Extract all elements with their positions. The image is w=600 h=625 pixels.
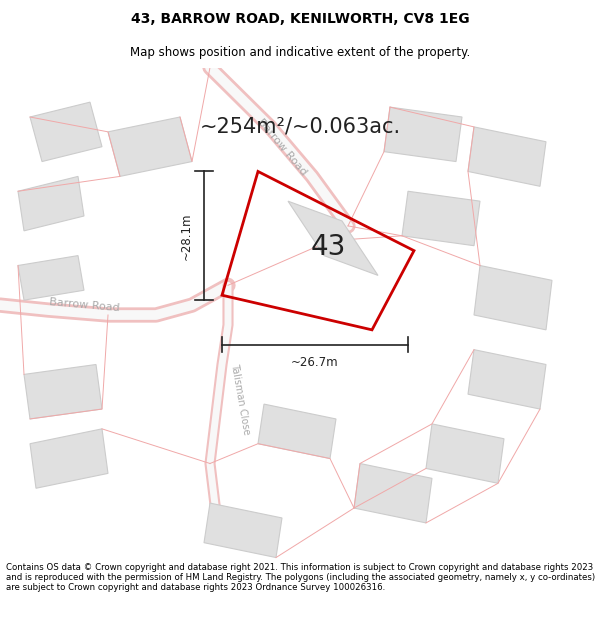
Polygon shape	[258, 404, 336, 459]
Text: ~254m²/~0.063ac.: ~254m²/~0.063ac.	[199, 117, 401, 137]
Polygon shape	[18, 176, 84, 231]
Polygon shape	[468, 127, 546, 186]
Polygon shape	[18, 256, 84, 300]
Polygon shape	[204, 503, 282, 558]
Polygon shape	[426, 424, 504, 483]
Text: Contains OS data © Crown copyright and database right 2021. This information is : Contains OS data © Crown copyright and d…	[6, 562, 595, 592]
Polygon shape	[30, 429, 108, 488]
Polygon shape	[354, 464, 432, 523]
Text: Talisman Close: Talisman Close	[229, 362, 251, 436]
Text: 43: 43	[311, 233, 346, 261]
Polygon shape	[30, 102, 102, 161]
Polygon shape	[288, 201, 378, 276]
Text: Barrow Road: Barrow Road	[49, 297, 119, 313]
Text: ~28.1m: ~28.1m	[179, 212, 193, 259]
Text: ~26.7m: ~26.7m	[291, 356, 339, 369]
Text: Barrow Road: Barrow Road	[256, 116, 308, 177]
Polygon shape	[468, 349, 546, 409]
Polygon shape	[474, 266, 552, 330]
Polygon shape	[402, 191, 480, 246]
Text: Map shows position and indicative extent of the property.: Map shows position and indicative extent…	[130, 46, 470, 59]
Polygon shape	[24, 364, 102, 419]
Text: 43, BARROW ROAD, KENILWORTH, CV8 1EG: 43, BARROW ROAD, KENILWORTH, CV8 1EG	[131, 12, 469, 26]
Polygon shape	[384, 107, 462, 161]
Polygon shape	[108, 117, 192, 176]
